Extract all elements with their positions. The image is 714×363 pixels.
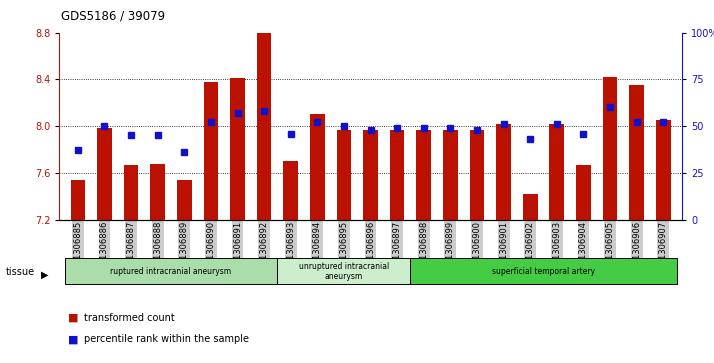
Bar <box>443 130 458 220</box>
Bar <box>177 180 191 220</box>
Bar <box>629 85 644 220</box>
Bar <box>416 130 431 220</box>
Bar <box>310 114 325 220</box>
Bar <box>390 130 405 220</box>
Bar <box>230 78 245 220</box>
Bar <box>257 33 271 220</box>
Text: ▶: ▶ <box>41 270 49 280</box>
Text: transformed count: transformed count <box>84 313 174 323</box>
Text: ruptured intracranial aneurysm: ruptured intracranial aneurysm <box>111 267 231 276</box>
Bar <box>523 194 538 220</box>
Text: superficial temporal artery: superficial temporal artery <box>492 267 595 276</box>
Bar <box>363 130 378 220</box>
Bar <box>470 130 484 220</box>
Text: tissue: tissue <box>6 266 35 277</box>
Bar <box>576 165 590 220</box>
Bar <box>550 124 564 220</box>
Bar <box>278 258 411 285</box>
Bar <box>496 124 511 220</box>
Bar <box>124 165 139 220</box>
Text: ■: ■ <box>68 334 79 344</box>
Text: GDS5186 / 39079: GDS5186 / 39079 <box>61 9 165 22</box>
Bar <box>71 180 85 220</box>
Text: percentile rank within the sample: percentile rank within the sample <box>84 334 248 344</box>
Bar <box>656 120 670 220</box>
Bar <box>411 258 677 285</box>
Bar <box>336 130 351 220</box>
Bar <box>151 164 165 220</box>
Bar <box>603 77 618 220</box>
Bar <box>203 82 218 220</box>
Bar <box>64 258 278 285</box>
Text: unruptured intracranial
aneurysm: unruptured intracranial aneurysm <box>299 262 389 281</box>
Bar <box>283 161 298 220</box>
Text: ■: ■ <box>68 313 79 323</box>
Bar <box>97 129 112 220</box>
